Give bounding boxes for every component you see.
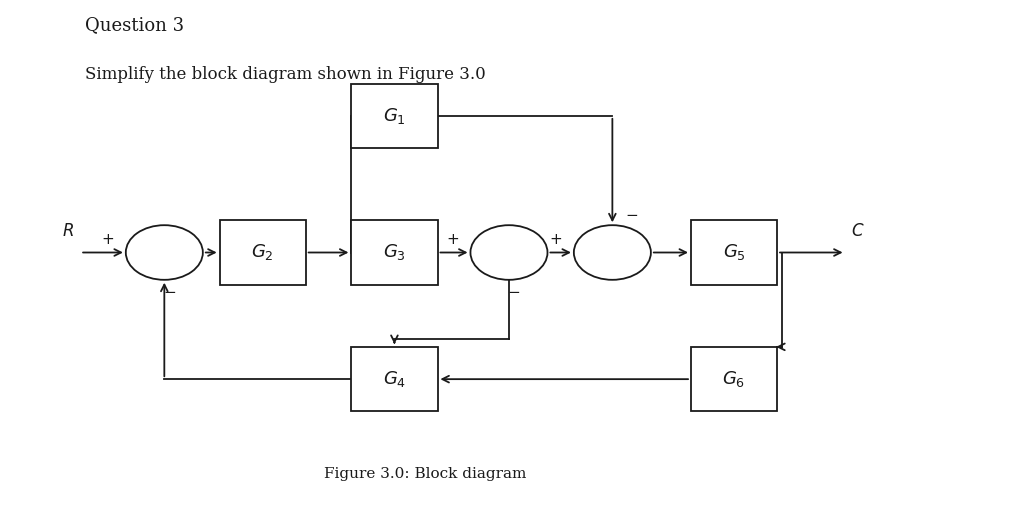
Text: $G_{2}$: $G_{2}$: [251, 242, 274, 263]
Text: $+$: $+$: [101, 232, 114, 246]
Text: $G_{3}$: $G_{3}$: [383, 242, 406, 263]
Text: $C$: $C$: [851, 223, 865, 240]
FancyBboxPatch shape: [220, 220, 306, 285]
FancyBboxPatch shape: [352, 84, 437, 148]
FancyBboxPatch shape: [352, 347, 437, 412]
Text: Figure 3.0: Block diagram: Figure 3.0: Block diagram: [324, 467, 526, 481]
Ellipse shape: [470, 225, 548, 280]
FancyBboxPatch shape: [691, 347, 777, 412]
FancyBboxPatch shape: [352, 220, 437, 285]
Text: $-$: $-$: [624, 207, 638, 221]
Text: $G_{5}$: $G_{5}$: [723, 242, 745, 263]
Ellipse shape: [126, 225, 202, 280]
Text: Question 3: Question 3: [85, 17, 184, 34]
Text: Simplify the block diagram shown in Figure 3.0: Simplify the block diagram shown in Figu…: [85, 66, 486, 83]
Text: $-$: $-$: [162, 284, 176, 298]
Text: $-$: $-$: [508, 284, 520, 298]
Text: $+$: $+$: [446, 232, 459, 246]
Text: $G_{1}$: $G_{1}$: [383, 106, 406, 126]
FancyBboxPatch shape: [691, 220, 777, 285]
Text: $R$: $R$: [62, 223, 74, 240]
Text: $G_{6}$: $G_{6}$: [723, 369, 746, 389]
Text: $+$: $+$: [549, 232, 562, 246]
Text: $G_{4}$: $G_{4}$: [383, 369, 406, 389]
Ellipse shape: [573, 225, 651, 280]
